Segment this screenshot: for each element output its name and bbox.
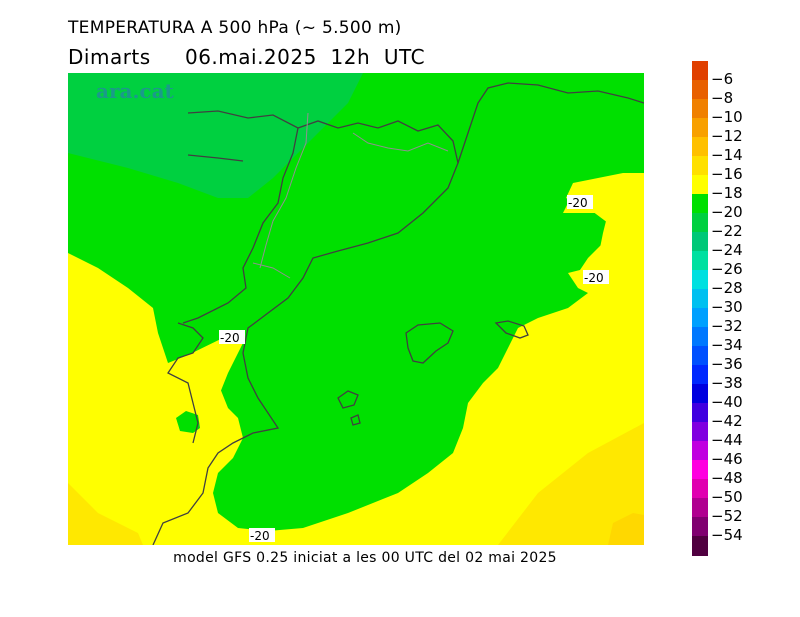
contour-label-text: -20	[250, 529, 270, 543]
colorbar-tick-label: −48	[711, 469, 743, 487]
contour-label-text: -20	[220, 331, 240, 345]
colorbar-swatch	[692, 422, 708, 442]
colorbar-swatch	[692, 232, 708, 252]
colorbar-swatch	[692, 156, 708, 176]
field-minus-16-to-minus-18-bl	[68, 483, 143, 545]
colorbar-tick-label: −46	[711, 450, 743, 468]
colorbar-tick-label: −34	[711, 336, 743, 354]
colorbar-swatch	[692, 61, 708, 81]
colorbar-tick-label: −38	[711, 374, 743, 392]
colorbar-tick-label: −12	[711, 127, 743, 145]
colorbar-swatch	[692, 137, 708, 157]
colorbar-swatch	[692, 118, 708, 138]
internal-borders	[252, 112, 449, 279]
colorbar-tick-label: −30	[711, 298, 743, 316]
colorbar-swatch	[692, 175, 708, 195]
contour-label-text: -20	[568, 196, 588, 210]
colorbar-tick-label: −36	[711, 355, 743, 373]
contour-label-2: -20	[583, 270, 609, 285]
colorbar-swatch	[692, 479, 708, 499]
temperature-map: -20 -20 -20 -20 ara.cat	[68, 73, 644, 545]
field-minus-22-to-minus-24	[68, 73, 363, 198]
colorbar-swatch	[692, 441, 708, 461]
temperature-colorbar	[692, 61, 708, 556]
map-title: TEMPERATURA A 500 hPa (~ 5.500 m)	[68, 18, 402, 38]
colorbar-tick-label: −18	[711, 184, 743, 202]
colorbar-swatch	[692, 251, 708, 271]
field-minus-16-to-minus-18	[498, 423, 644, 545]
colorbar-swatch	[692, 308, 708, 328]
colorbar-swatch	[692, 365, 708, 385]
map-valid-time: Dimarts 06.mai.2025 12h UTC	[68, 45, 426, 69]
contour-label-text: -20	[584, 271, 604, 285]
colorbar-swatch	[692, 289, 708, 309]
colorbar-swatch	[692, 99, 708, 119]
colorbar-swatch	[692, 536, 708, 556]
colorbar-swatch	[692, 403, 708, 423]
contour-label-4: -20	[249, 528, 275, 543]
field-minus-14-to-minus-16	[608, 513, 644, 545]
contour-label-3: -20	[219, 330, 245, 345]
colorbar-swatch	[692, 213, 708, 233]
colorbar-tick-label: −32	[711, 317, 743, 335]
colorbar-swatch	[692, 460, 708, 480]
colorbar-tick-label: −40	[711, 393, 743, 411]
colorbar-tick-label: −28	[711, 279, 743, 297]
colorbar-tick-label: −50	[711, 488, 743, 506]
colorbar-tick-label: −10	[711, 108, 743, 126]
colorbar-swatch	[692, 384, 708, 404]
colorbar-swatch	[692, 80, 708, 100]
colorbar-tick-label: −6	[711, 70, 734, 88]
colorbar-swatch	[692, 194, 708, 214]
colorbar-swatch	[692, 346, 708, 366]
colorbar-tick-label: −14	[711, 146, 743, 164]
field-green-islet	[176, 411, 200, 433]
colorbar-tick-label: −42	[711, 412, 743, 430]
contour-label-1: -20	[567, 195, 593, 210]
colorbar-tick-label: −52	[711, 507, 743, 525]
model-info-text: model GFS 0.25 iniciat a les 00 UTC del …	[173, 550, 557, 566]
colorbar-tick-label: −44	[711, 431, 743, 449]
colorbar-tick-label: −16	[711, 165, 743, 183]
model-info: model GFS 0.25 iniciat a les 00 UTC del …	[0, 550, 730, 566]
colorbar-tick-label: −20	[711, 203, 743, 221]
colorbar-swatch	[692, 517, 708, 537]
colorbar-swatch	[692, 327, 708, 347]
coastlines	[152, 82, 644, 545]
field-yellow-pocket	[168, 333, 243, 513]
colorbar-swatch	[692, 270, 708, 290]
colorbar-tick-label: −54	[711, 526, 743, 544]
ara-cat-logo: ara.cat	[96, 79, 175, 103]
colorbar-tick-label: −26	[711, 260, 743, 278]
colorbar-tick-label: −22	[711, 222, 743, 240]
colorbar-tick-label: −8	[711, 89, 734, 107]
colorbar-swatch	[692, 498, 708, 518]
colorbar-tick-label: −24	[711, 241, 743, 259]
